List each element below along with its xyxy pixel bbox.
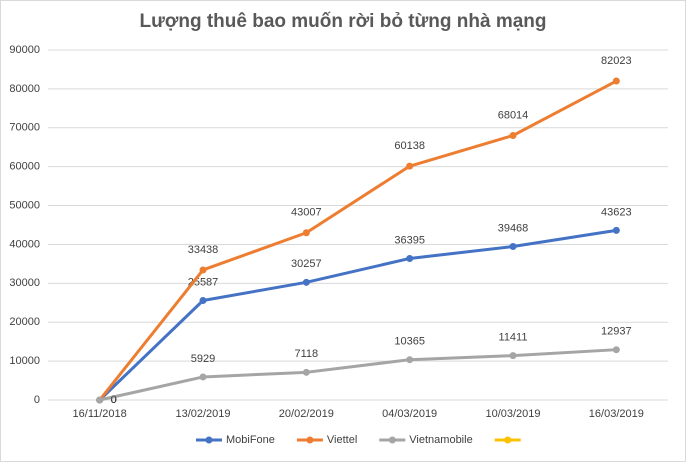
data-point <box>199 373 207 381</box>
y-tick-label: 50000 <box>9 199 40 211</box>
data-point <box>302 229 310 237</box>
data-label: 11411 <box>499 332 528 344</box>
y-tick-label: 30000 <box>9 277 40 289</box>
series-line <box>99 348 617 402</box>
y-tick-label: 60000 <box>9 161 40 173</box>
data-label: 10365 <box>394 336 425 348</box>
data-point <box>199 296 207 304</box>
x-tick-label: 16/03/2019 <box>589 408 644 420</box>
data-label: 82023 <box>601 55 632 67</box>
data-point <box>406 356 414 364</box>
data-label: 0 <box>111 394 117 406</box>
data-label: 0 <box>111 394 117 406</box>
legend-label: MobiFone <box>226 434 275 446</box>
x-tick-label: 20/02/2019 <box>279 408 334 420</box>
data-point <box>612 77 620 85</box>
y-tick-label: 70000 <box>9 122 40 134</box>
legend-label: Viettel <box>327 434 357 446</box>
data-point <box>509 352 517 360</box>
data-label: 7118 <box>295 348 319 360</box>
data-point <box>509 243 517 251</box>
x-tick-label: 13/02/2019 <box>175 408 230 420</box>
y-tick-label: 80000 <box>9 83 40 95</box>
data-point <box>302 368 310 376</box>
x-tick-label: 04/03/2019 <box>382 408 437 420</box>
legend-label: Vietnamobile <box>409 434 472 446</box>
data-label: 68014 <box>498 109 529 121</box>
data-point <box>509 132 517 140</box>
data-point <box>406 162 414 170</box>
data-point <box>612 226 620 234</box>
data-label: 33438 <box>188 244 219 256</box>
chart-title: Lượng thuê bao muốn rời bỏ từng nhà mạng <box>139 11 546 32</box>
y-tick-label: 10000 <box>9 355 40 367</box>
legend-marker <box>205 436 213 444</box>
data-label: 60138 <box>394 140 425 152</box>
data-label: 5929 <box>191 353 215 365</box>
data-label: 0 <box>111 394 117 406</box>
series-line <box>98 228 617 402</box>
data-label: 39468 <box>498 222 529 234</box>
y-tick-label: 20000 <box>9 316 40 328</box>
data-point <box>199 266 207 274</box>
legend-marker <box>388 436 396 444</box>
y-tick-label: 90000 <box>9 44 40 56</box>
data-label: 43623 <box>601 206 632 218</box>
data-point <box>302 278 310 286</box>
data-label: 12937 <box>601 326 632 338</box>
legend-marker <box>504 436 512 444</box>
series-line <box>98 79 618 401</box>
data-label: 36395 <box>394 234 425 246</box>
x-tick-label: 10/03/2019 <box>485 408 540 420</box>
legend-marker <box>306 436 314 444</box>
data-point <box>406 254 414 262</box>
x-tick-label: 16/11/2018 <box>73 408 127 420</box>
y-tick-label: 40000 <box>9 238 40 250</box>
data-label: 43007 <box>291 207 322 219</box>
data-point <box>612 346 620 354</box>
data-point <box>96 396 104 404</box>
y-tick-label: 0 <box>34 394 40 406</box>
data-label: 30257 <box>291 258 322 270</box>
